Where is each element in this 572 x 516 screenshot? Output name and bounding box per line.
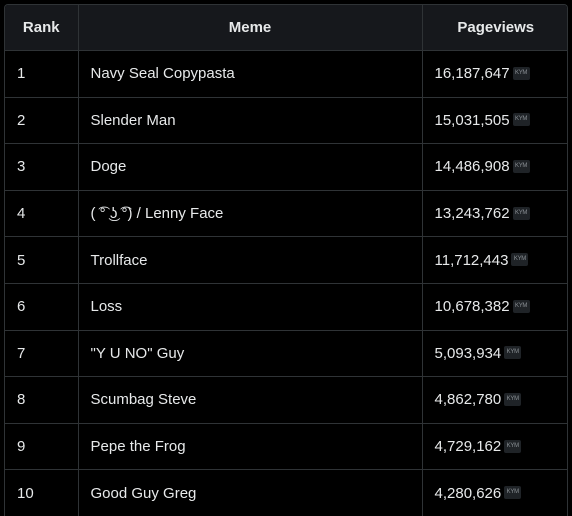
kym-source-icon: KYM [512,113,530,127]
table-row: 10 Good Guy Greg 4,280,626 KYM [5,469,567,516]
rank-cell: 6 [5,283,78,331]
table-row: 4( ͡° ͜ʖ ͡°) / Lenny Face 13,243,762 KYM [5,190,567,238]
pageviews-cell: 4,280,626 KYM [421,469,567,516]
kym-source-icon: KYM [512,299,530,313]
meme-cell: Loss [77,283,422,331]
rank-cell: 7 [5,330,78,378]
pageviews-cell: 16,187,647 KYM [421,50,567,98]
pageviews-cell: 5,093,934 KYM [421,330,567,378]
kym-source-icon: KYM [504,439,522,453]
pageviews-value: 14,486,908 [434,158,510,176]
pageviews-value: 11,712,443 [434,251,509,269]
meme-cell: Slender Man [77,97,422,145]
header-rank: Rank [5,5,78,51]
table-row: 5 Trollface 11,712,443 KYM [5,236,567,284]
pageviews-cell: 10,678,382 KYM [421,283,567,331]
meme-cell: Pepe the Frog [77,423,422,471]
table-body: 1 Navy Seal Copypasta 16,187,647 KYM 2 Slende… [5,50,567,516]
pageviews-value: 16,187,647 [434,65,510,83]
rank-cell: 5 [5,236,78,284]
kym-source-icon: KYM [512,160,530,174]
meme-cell: ( ͡° ͜ʖ ͡°) / Lenny Face [77,190,422,238]
pageviews-cell: 14,486,908 KYM [421,143,567,191]
kym-source-icon: KYM [511,253,529,267]
meme-cell: Navy Seal Copypasta [77,50,422,98]
meme-pageviews-table-container: Rank Meme Pageviews 1 Navy Seal Copypasta… [4,4,568,516]
rank-cell: 3 [5,143,78,191]
rank-cell: 2 [5,97,78,145]
kym-source-icon: KYM [504,392,522,406]
table-row: 6 Loss 10,678,382 KYM [5,283,567,331]
kym-source-icon: KYM [504,486,522,500]
pageviews-value: 15,031,505 [434,111,510,129]
pageviews-value: 4,280,626 [434,484,502,502]
meme-cell: Trollface [77,236,422,284]
kym-source-icon: KYM [512,206,530,220]
meme-cell: Scumbag Steve [77,376,422,424]
pageviews-value: 4,862,780 [434,391,502,409]
meme-cell: Good Guy Greg [77,469,422,516]
kym-source-icon: KYM [504,346,522,360]
meme-pageviews-table: Rank Meme Pageviews 1 Navy Seal Copypasta… [5,5,567,516]
table-row: 2 Slender Man 15,031,505 KYM [5,97,567,145]
pageviews-value: 13,243,762 [434,205,510,223]
pageviews-cell: 15,031,505 KYM [421,97,567,145]
rank-cell: 10 [5,469,78,516]
table-row: 9 Pepe the Frog 4,729,162 KYM [5,423,567,471]
rank-cell: 1 [5,50,78,98]
rank-cell: 9 [5,423,78,471]
table-row: 8 Scumbag Steve 4,862,780 KYM [5,376,567,424]
pageviews-cell: 11,712,443 KYM [421,236,567,284]
pageviews-cell: 13,243,762 KYM [421,190,567,238]
rank-cell: 8 [5,376,78,424]
pageviews-cell: 4,729,162 KYM [421,423,567,471]
header-row: Rank Meme Pageviews [5,5,567,51]
header-pageviews: Pageviews [421,5,567,51]
pageviews-value: 5,093,934 [434,344,502,362]
pageviews-value: 10,678,382 [434,298,510,316]
rank-cell: 4 [5,190,78,238]
meme-cell: Doge [77,143,422,191]
table-row: 3 Doge 14,486,908 KYM [5,143,567,191]
kym-source-icon: KYM [512,66,530,80]
meme-cell: "Y U NO" Guy [77,330,422,378]
table-row: 7 "Y U NO" Guy 5,093,934 KYM [5,330,567,378]
header-meme: Meme [77,5,422,51]
pageviews-cell: 4,862,780 KYM [421,376,567,424]
table-row: 1 Navy Seal Copypasta 16,187,647 KYM [5,50,567,98]
table-header: Rank Meme Pageviews [5,5,567,51]
pageviews-value: 4,729,162 [434,438,502,456]
